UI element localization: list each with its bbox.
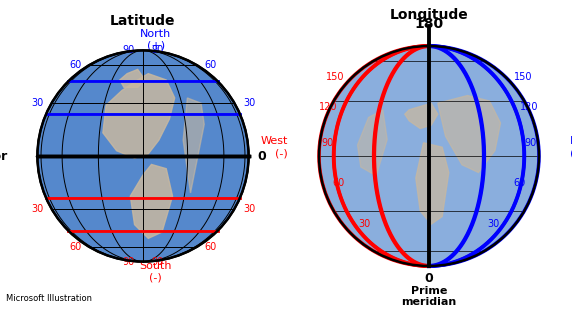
Polygon shape [358, 110, 387, 176]
Text: 30: 30 [243, 98, 255, 108]
Text: 30: 30 [31, 204, 43, 214]
Text: 90: 90 [122, 46, 134, 56]
Text: Equator: Equator [0, 149, 8, 163]
Text: 150: 150 [326, 72, 344, 82]
Text: Longitude: Longitude [390, 8, 468, 22]
Text: 120: 120 [319, 101, 337, 111]
Polygon shape [438, 95, 500, 173]
Polygon shape [183, 98, 204, 193]
Polygon shape [103, 74, 174, 158]
Text: 150: 150 [514, 72, 532, 82]
Text: 30: 30 [359, 219, 371, 229]
Text: 0: 0 [257, 149, 266, 163]
Text: Latitude: Latitude [110, 14, 176, 28]
Text: North
(+): North (+) [140, 29, 171, 51]
Ellipse shape [319, 46, 539, 266]
Ellipse shape [37, 51, 249, 261]
Polygon shape [120, 69, 145, 87]
Text: East
(+): East (+) [570, 136, 572, 158]
Text: 120: 120 [521, 101, 539, 111]
Text: 60: 60 [204, 242, 216, 252]
Text: 30: 30 [487, 219, 499, 229]
Text: 60: 60 [204, 60, 216, 70]
Text: South
(-): South (-) [140, 261, 172, 283]
Text: 90: 90 [321, 138, 333, 148]
Text: 180: 180 [415, 17, 443, 31]
Polygon shape [130, 164, 173, 238]
Text: 90: 90 [122, 256, 134, 266]
Polygon shape [405, 103, 438, 129]
Text: Microsoft Illustration: Microsoft Illustration [6, 294, 92, 303]
Text: 30: 30 [31, 98, 43, 108]
Text: 0: 0 [424, 271, 434, 285]
Text: 60: 60 [514, 178, 526, 188]
Text: Prime
meridian: Prime meridian [402, 286, 456, 307]
Text: 60: 60 [70, 60, 82, 70]
Text: 60: 60 [70, 242, 82, 252]
Polygon shape [416, 143, 449, 224]
Text: 90: 90 [525, 138, 537, 148]
Text: 90: 90 [152, 256, 164, 266]
Text: West
(-): West (-) [261, 136, 288, 158]
Text: 30: 30 [243, 204, 255, 214]
Text: 90: 90 [152, 46, 164, 56]
Text: 60: 60 [332, 178, 344, 188]
